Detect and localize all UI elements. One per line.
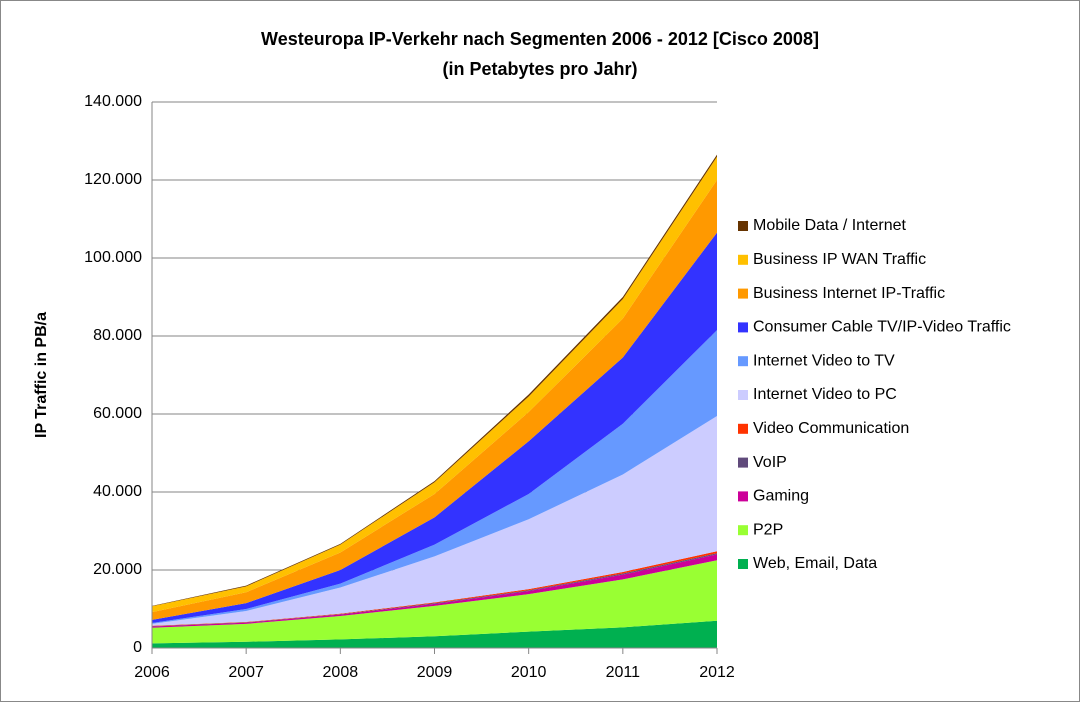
x-tick-label: 2009 xyxy=(417,664,453,681)
legend-swatch xyxy=(738,491,748,502)
y-axis-label: IP Traffic in PB/a xyxy=(33,312,50,438)
legend-label: VoIP xyxy=(753,454,787,471)
y-tick-label: 140.000 xyxy=(84,93,142,110)
area xyxy=(152,620,717,648)
legend-swatch xyxy=(738,559,748,569)
chart-title: Westeuropa IP-Verkehr nach Segmenten 200… xyxy=(261,29,819,49)
legend-label: P2P xyxy=(753,521,783,538)
x-tick-label: 2012 xyxy=(699,664,735,681)
legend-swatch xyxy=(738,221,748,231)
legend-swatch xyxy=(738,288,748,299)
x-tick-label: 2010 xyxy=(511,664,547,681)
legend-label: Consumer Cable TV/IP-Video Traffic xyxy=(753,319,1011,336)
x-tick-label: 2007 xyxy=(228,664,264,681)
y-tick-label: 0 xyxy=(133,639,142,656)
x-tick-label: 2006 xyxy=(134,664,170,681)
y-tick-label: 40.000 xyxy=(93,483,142,500)
legend-label: Gaming xyxy=(753,488,809,505)
legend-label: Mobile Data / Internet xyxy=(753,217,907,234)
legend-swatch xyxy=(738,322,748,333)
y-tick-label: 60.000 xyxy=(93,405,142,422)
legend-label: Video Communication xyxy=(753,420,909,437)
legend-swatch xyxy=(738,356,748,367)
area xyxy=(152,415,717,626)
area xyxy=(152,330,717,624)
area xyxy=(152,232,717,624)
x-tick-label: 2008 xyxy=(323,664,359,681)
x-tick-label: 2011 xyxy=(606,664,641,681)
legend-swatch xyxy=(738,423,748,434)
legend-label: Internet Video to PC xyxy=(753,386,897,403)
y-tick-label: 120.000 xyxy=(84,171,142,188)
area xyxy=(152,560,717,644)
y-tick-label: 80.000 xyxy=(93,327,142,344)
y-tick-label: 20.000 xyxy=(93,561,142,578)
legend-swatch xyxy=(738,525,748,536)
legend-swatch xyxy=(738,254,748,265)
legend-swatch xyxy=(738,390,748,400)
legend-label: Business IP WAN Traffic xyxy=(753,251,926,268)
legend-label: Business Internet IP-Traffic xyxy=(753,285,945,302)
legend-label: Internet Video to TV xyxy=(753,352,895,369)
legend-swatch xyxy=(738,457,748,468)
chart-subtitle: (in Petabytes pro Jahr) xyxy=(442,59,637,79)
legend-label: Web, Email, Data xyxy=(753,555,877,572)
y-tick-label: 100.000 xyxy=(84,249,142,266)
